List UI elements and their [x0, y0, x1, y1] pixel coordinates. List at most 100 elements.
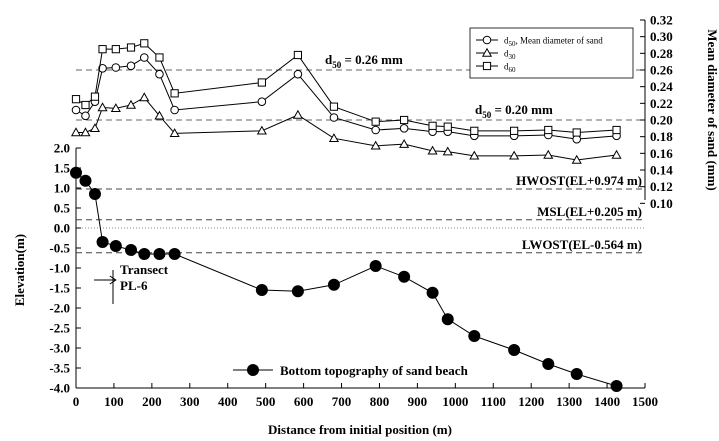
legend-label-name: d [504, 62, 509, 72]
y-right-tick-label: 0.30 [650, 29, 673, 44]
y-right-tick-label: 0.16 [650, 146, 673, 161]
legend-label-suffix: , Mean diameter of sand [516, 36, 604, 46]
y-left-tick-label: -1.5 [49, 281, 70, 296]
legend-label-sub: 60 [509, 66, 517, 74]
d30-point [328, 133, 340, 143]
ref-label-pre: d [475, 102, 483, 117]
d60-point [111, 45, 120, 54]
d50-point [111, 63, 121, 72]
y-left-tick-label: 0.0 [54, 221, 70, 236]
d60-point [329, 102, 339, 111]
data-series [70, 39, 623, 392]
ref-label-post: = 0.26 mm [341, 52, 403, 67]
ref-label-post: = 0.20 mm [491, 102, 553, 117]
d60-point [428, 121, 437, 130]
d50-point [399, 124, 409, 133]
d30-point [110, 103, 121, 113]
series-bottom-topography [70, 166, 623, 392]
transect-label-line2: PL-6 [120, 278, 148, 293]
bottom-topography-point [369, 260, 382, 272]
d30-point [125, 99, 137, 109]
d60-point [170, 89, 179, 98]
y-left-tick-label: -4.0 [49, 381, 70, 396]
d30-point [169, 128, 180, 138]
d50-reference-label: d50 = 0.26 mm [325, 52, 403, 70]
bottom-topography-point [255, 284, 268, 296]
bottom-topography-point [138, 248, 151, 260]
x-tick-label: 1100 [481, 394, 506, 409]
series-d60 [71, 39, 621, 137]
d50-point [98, 64, 107, 73]
x-tick-label: 1300 [556, 394, 582, 409]
d60-point [293, 50, 303, 60]
y-right-tick-label: 0.14 [650, 163, 673, 178]
bottom-topography-point [125, 244, 138, 256]
annotations: Bottom topography of sand beach TransectP… [94, 262, 469, 378]
bottom-topography-point [610, 380, 623, 392]
d30-point [97, 102, 108, 112]
y-left-tick-label: 1.0 [54, 181, 70, 196]
d60-point [126, 43, 136, 52]
d30-point [292, 109, 303, 119]
bottom-topography-point [398, 270, 411, 283]
ref-label-pre: d [325, 52, 333, 67]
d60-point [612, 125, 621, 135]
d30-point [571, 154, 582, 164]
d60-point [90, 92, 100, 101]
hwost-line-label: HWOST(EL+0.974 m) [516, 173, 642, 188]
x-tick-label: 1200 [518, 394, 544, 409]
series-d30 [70, 92, 622, 164]
bottom-topography-line [75, 172, 617, 387]
x-tick-label: 1400 [594, 394, 620, 409]
d50-point [71, 105, 81, 115]
x-axis-label: Distance from initial position (m) [268, 422, 452, 437]
msl-line-label: MSL(EL+0.205 m) [537, 204, 642, 219]
d30-point [256, 125, 267, 135]
d60-point [572, 128, 581, 137]
bottom-topography-point [88, 188, 101, 200]
x-tick-label: 800 [370, 394, 390, 409]
legend-d50-label: d50, Mean diameter of sand [504, 36, 603, 49]
d60-point [98, 45, 107, 54]
x-tick-label: 600 [294, 394, 314, 409]
d30-point [611, 149, 622, 159]
y-right-tick-label: 0.24 [650, 79, 673, 94]
d50-point [293, 69, 303, 79]
x-tick-label: 0 [73, 394, 80, 409]
d60-point [544, 125, 553, 135]
d30-point [154, 110, 165, 120]
d60-point [510, 126, 519, 135]
ref-label-sub: 50 [482, 110, 492, 120]
elevation-legend-marker [247, 364, 259, 376]
y-axis-left-label: Elevation(m) [12, 234, 27, 306]
bottom-topography-point [70, 166, 82, 179]
bottom-topography-point [468, 330, 481, 342]
y-right-tick-label: 0.32 [650, 13, 673, 28]
axis-ticks: 0 100 200 300 400 500 600 700 800 900 1000 1100 1200… [49, 13, 673, 410]
y-right-tick-label: 0.18 [650, 129, 673, 144]
elevation-legend-label: Bottom topography of sand beach [280, 363, 469, 378]
legend-d50-marker [482, 35, 492, 45]
d60-point [71, 95, 81, 104]
x-tick-label: 1500 [632, 394, 658, 409]
d60-point [371, 117, 380, 126]
d50-point [329, 113, 339, 122]
d50-point [139, 53, 149, 62]
d30-point [509, 150, 520, 160]
y-left-tick-label: -2.0 [49, 301, 70, 316]
y-axis-right-label: Mean diameter of sand (mm) [705, 29, 719, 191]
d60-point [470, 126, 479, 135]
d30-point [399, 138, 410, 148]
transect-label-line1: Transect [120, 262, 169, 277]
y-left-tick-label: 1.5 [54, 161, 71, 176]
series-d50 [71, 53, 621, 144]
d50-point [81, 111, 90, 121]
bottom-topography-point [153, 248, 166, 260]
y-right-tick-label: 0.26 [650, 63, 673, 78]
y-left-tick-label: 0.5 [54, 201, 71, 216]
d30-point [370, 140, 381, 150]
